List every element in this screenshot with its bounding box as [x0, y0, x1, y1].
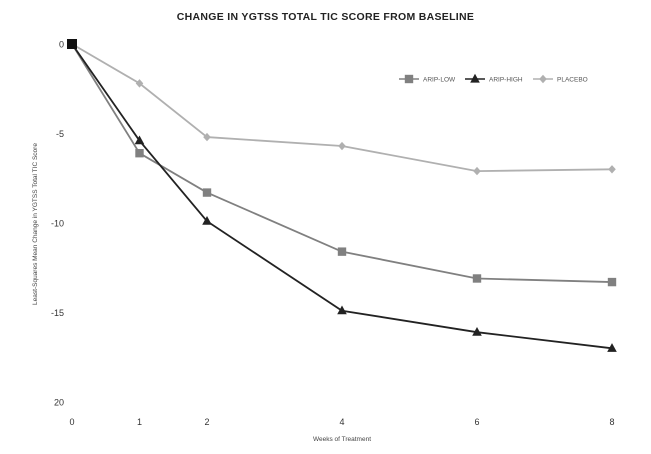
data-point [338, 141, 346, 151]
series-line [71, 43, 613, 350]
data-point [203, 132, 211, 142]
legend-item: ARIP-HIGH [465, 73, 523, 84]
x-tick-label: 6 [474, 417, 479, 427]
legend-label: PLACEBO [557, 77, 588, 84]
chart-title: CHANGE IN YGTSS TOTAL TIC SCORE FROM BAS… [176, 11, 475, 23]
data-point [607, 277, 617, 287]
data-point [337, 305, 347, 315]
data-point [202, 188, 212, 197]
data-point [134, 135, 145, 145]
data-point [202, 216, 212, 225]
y-tick-label: -15 [51, 308, 64, 318]
series-line [71, 43, 613, 283]
legend-item: PLACEBO [533, 74, 588, 84]
y-tick-label: 20 [54, 398, 64, 408]
data-point [472, 274, 482, 283]
legend-item: ARIP-LOW [399, 74, 456, 84]
data-point [607, 343, 617, 352]
data-point [608, 165, 616, 174]
x-tick-label: 0 [69, 417, 74, 427]
x-tick-label: 1 [137, 417, 142, 427]
series-placebo [71, 43, 616, 176]
legend-marker [404, 74, 414, 84]
x-tick-label: 4 [339, 417, 344, 427]
legend: ARIP-LOW ARIP-HIGH PLACEBO [399, 73, 588, 84]
legend-marker [470, 73, 480, 83]
data-point [135, 148, 144, 158]
tick-labels: 0 1 2 4 6 8 0 -5 -10 -15 20 [51, 40, 615, 428]
x-axis-label: Weeks of Treatment [313, 436, 371, 443]
y-axis-label: Least-Squares Mean Change in YGTSS Total… [32, 143, 39, 305]
series-lines [67, 39, 617, 352]
series-line [71, 43, 613, 172]
legend-label: ARIP-HIGH [489, 77, 523, 84]
y-tick-label: -5 [56, 129, 64, 139]
x-tick-label: 2 [204, 417, 209, 427]
x-tick-label: 8 [609, 417, 614, 427]
series-arip-low [71, 43, 617, 287]
data-point [135, 79, 144, 88]
series-arip-high [71, 43, 617, 352]
legend-marker [539, 74, 547, 84]
legend-label: ARIP-LOW [423, 77, 456, 84]
y-tick-label: -10 [51, 219, 64, 229]
y-tick-label: 0 [59, 40, 64, 50]
data-point [337, 247, 347, 256]
baseline-point [67, 39, 77, 49]
data-point [472, 326, 482, 336]
data-point [473, 166, 481, 176]
